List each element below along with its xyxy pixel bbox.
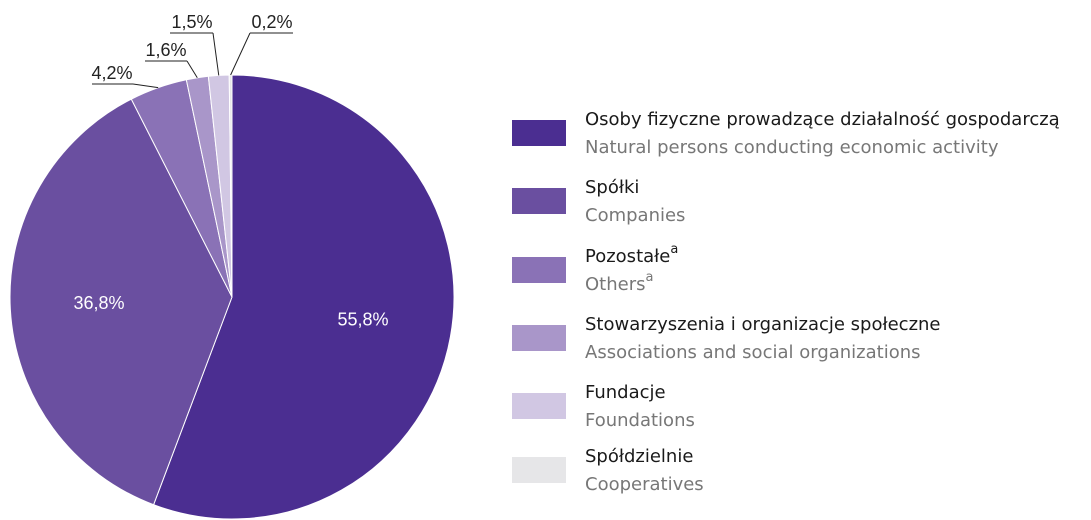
leader-line	[170, 32, 220, 76]
legend-label-text: Spółki	[585, 177, 639, 198]
legend-sublabel-text: Companies	[585, 205, 685, 226]
data-label: 36,8%	[73, 293, 124, 313]
legend-label-text: Pozostałe	[585, 246, 670, 267]
pie-slice	[9, 98, 233, 506]
legend-swatch	[512, 325, 566, 351]
legend-label-text: Spółdzielnie	[585, 446, 693, 467]
data-label: 4,2%	[91, 63, 132, 83]
legend-sublabel-text: Natural persons conducting economic acti…	[585, 137, 999, 158]
legend-label: Spółdzielnie	[585, 446, 693, 467]
legend-label-text: Fundacje	[585, 382, 666, 403]
legend-label-text: Osoby fizyczne prowadzące działalność go…	[585, 109, 1060, 130]
data-label: 0,2%	[251, 12, 292, 32]
legend-label: Osoby fizyczne prowadzące działalność go…	[585, 109, 1060, 130]
legend-swatch	[512, 257, 566, 283]
legend-swatch	[512, 120, 566, 146]
leader-line	[230, 32, 293, 76]
pie-slice	[228, 74, 233, 298]
pie-slice	[152, 74, 455, 520]
legend-sublabel: Companies	[585, 205, 685, 226]
legend-label: Fundacje	[585, 382, 666, 403]
data-label: 55,8%	[338, 310, 389, 330]
legend-sublabel: Natural persons conducting economic acti…	[585, 137, 999, 158]
legend-sublabel: Associations and social organizations	[585, 342, 921, 363]
legend-sublabel-text: Others	[585, 274, 646, 295]
legend-note: a	[646, 270, 654, 285]
legend-label-text: Stowarzyszenia i organizacje społeczne	[585, 314, 941, 335]
legend-label: Pozostałea	[585, 242, 678, 268]
legend-swatch	[512, 457, 566, 483]
data-label: 1,6%	[145, 40, 186, 60]
legend-swatch	[512, 393, 566, 419]
leader-line	[145, 60, 198, 78]
legend-sublabel: Foundations	[585, 410, 695, 431]
legend-sublabel-text: Associations and social organizations	[585, 342, 921, 363]
legend-sublabel: Cooperatives	[585, 474, 704, 495]
leader-line	[92, 83, 159, 89]
legend-swatch	[512, 188, 566, 214]
legend-note: a	[670, 242, 678, 257]
legend-sublabel-text: Foundations	[585, 410, 695, 431]
data-label: 1,5%	[171, 12, 212, 32]
legend-sublabel: Othersa	[585, 270, 653, 296]
legend-sublabel-text: Cooperatives	[585, 474, 704, 495]
legend-label: Spółki	[585, 177, 639, 198]
legend-label: Stowarzyszenia i organizacje społeczne	[585, 314, 941, 335]
